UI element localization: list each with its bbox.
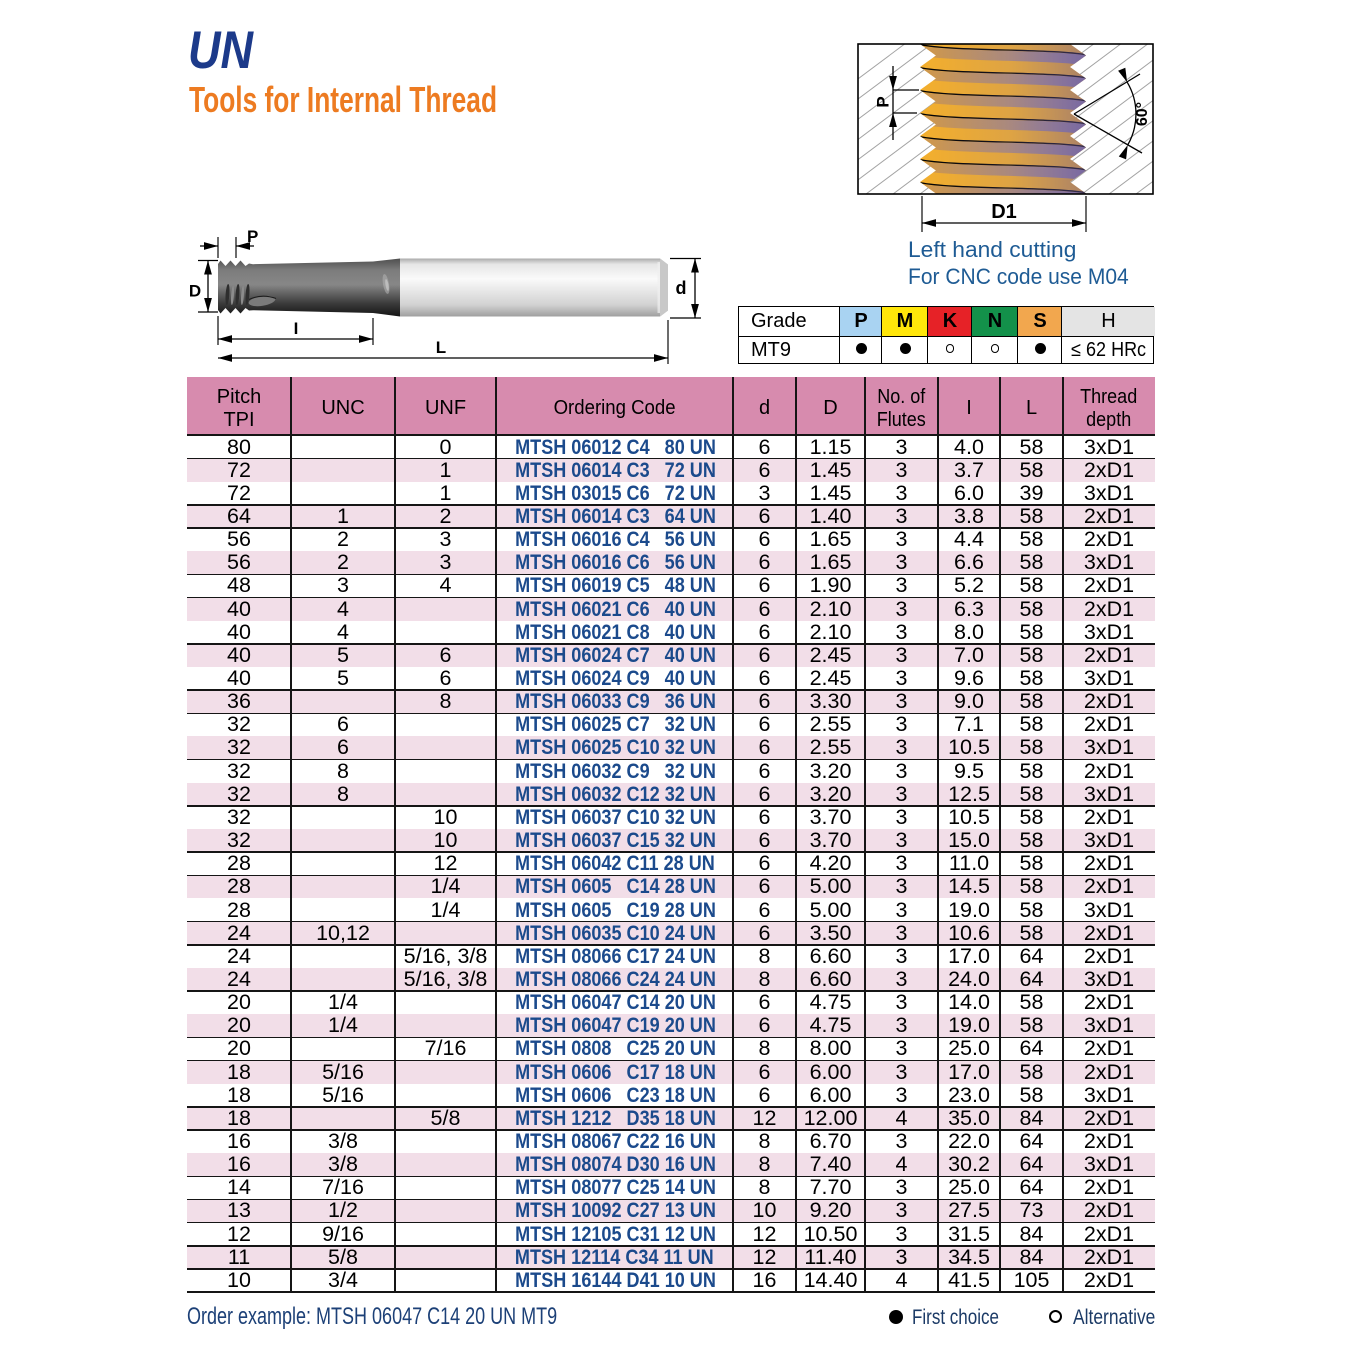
svg-text:P: P: [873, 96, 892, 107]
svg-text:60°: 60°: [1134, 102, 1151, 126]
svg-text:d: d: [676, 278, 687, 298]
svg-text:L: L: [436, 338, 446, 357]
svg-text:P: P: [247, 227, 258, 246]
svg-text:I: I: [294, 319, 299, 338]
svg-text:D1: D1: [991, 201, 1017, 223]
svg-text:D: D: [189, 281, 201, 300]
